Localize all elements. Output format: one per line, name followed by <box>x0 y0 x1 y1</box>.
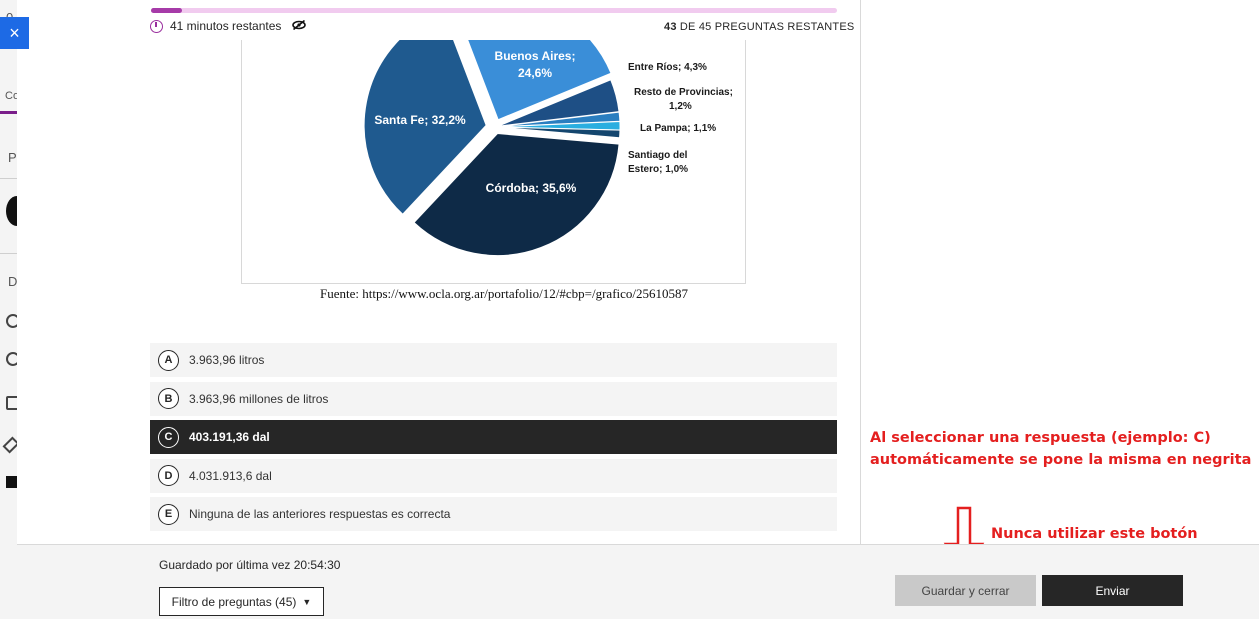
bg-fragment: D <box>8 274 17 289</box>
progress-fill <box>151 8 182 13</box>
assessment-panel: 41 minutos restantes 43 DE 45 PREGUNTAS … <box>17 0 1259 619</box>
pie-slice <box>497 79 620 127</box>
footer-bar: Guardado por última vez 20:54:30 Filtro … <box>17 544 1259 619</box>
answer-option-e[interactable]: E Ninguna de las anteriores respuestas e… <box>150 497 837 532</box>
questions-suffix: DE 45 PREGUNTAS RESTANTES <box>679 21 855 33</box>
label-santa-fe: Santa Fe; 32,2% <box>374 113 466 127</box>
progress-bar <box>151 8 837 13</box>
bg-fragment: P <box>8 150 17 165</box>
pie-slice <box>363 40 487 215</box>
answer-letter: A <box>158 349 179 371</box>
answer-text: 403.191,36 dal <box>189 430 270 445</box>
background-sidebar: 0 Co P D <box>0 0 17 619</box>
annotation-line-1: Al seleccionar una respuesta (ejemplo: C… <box>870 430 1211 446</box>
answer-option-a[interactable]: A 3.963,96 litros <box>150 343 837 377</box>
bg-monitor-icon <box>6 476 17 488</box>
label-resto: Resto de Provincias; <box>634 87 733 98</box>
close-icon: × <box>9 22 20 43</box>
answer-option-c[interactable]: C 403.191,36 dal <box>150 420 837 455</box>
answer-text: 3.963,96 litros <box>189 353 265 367</box>
answer-list: A 3.963,96 litros B 3.963,96 millones de… <box>150 343 837 536</box>
label-entre-rios: Entre Ríos; 4,3% <box>628 62 707 73</box>
questions-count: 43 <box>664 21 677 33</box>
answer-letter: B <box>158 388 179 410</box>
bg-active-bar <box>0 111 17 114</box>
annotation-selection-note: Al seleccionar una respuesta (ejemplo: C… <box>870 427 1251 471</box>
answer-option-d[interactable]: D 4.031.913,6 dal <box>150 458 837 493</box>
label-la-pampa: La Pampa; 1,1% <box>640 123 716 134</box>
eye-hidden-icon[interactable] <box>292 19 307 33</box>
filter-label: Filtro de preguntas (45) <box>171 594 297 609</box>
question-filter-dropdown[interactable]: Filtro de preguntas (45) ▼ <box>159 587 324 616</box>
label-santiago: Santiago del <box>628 150 688 161</box>
answer-letter: E <box>158 503 179 525</box>
bg-pencil-icon <box>2 436 17 454</box>
bg-fragment: Co <box>5 90 17 102</box>
timer-icon <box>150 19 163 33</box>
caret-down-icon: ▼ <box>302 596 312 607</box>
annotation-warning: Nunca utilizar este botón <box>991 526 1198 542</box>
answer-text: Ninguna de las anteriores respuestas es … <box>189 507 451 522</box>
answer-letter: C <box>158 426 179 448</box>
label-resto-pct: 1,2% <box>669 101 692 112</box>
questions-remaining: 43 DE 45 PREGUNTAS RESTANTES <box>664 21 854 33</box>
label-cordoba: Córdoba; 35,6% <box>486 181 577 195</box>
save-and-close-button[interactable]: Guardar y cerrar <box>895 575 1036 606</box>
bg-calendar-icon <box>6 396 17 410</box>
time-remaining-row: 41 minutos restantes <box>150 19 307 33</box>
answer-option-b[interactable]: B 3.963,96 millones de litros <box>150 381 837 416</box>
pie-slice <box>497 126 621 139</box>
pie-chart-frame: Buenos Aires; 24,6% Santa Fe; 32,2% Córd… <box>241 40 746 284</box>
bg-divider <box>0 178 17 179</box>
last-saved-text: Guardado por última vez 20:54:30 <box>159 558 341 572</box>
annotation-line-2: automáticamente se pone la misma en negr… <box>870 452 1252 468</box>
pie-slice <box>413 133 620 257</box>
label-buenos-aires-pct: 24,6% <box>518 66 552 80</box>
bg-check-icon <box>6 352 17 366</box>
bg-avatar <box>6 196 17 226</box>
bg-divider <box>0 253 17 254</box>
bg-user-icon <box>6 314 17 328</box>
pie-chart: Buenos Aires; 24,6% Santa Fe; 32,2% Córd… <box>363 40 733 257</box>
label-buenos-aires: Buenos Aires; <box>495 49 576 63</box>
content-divider <box>860 0 861 544</box>
close-panel-button[interactable]: × <box>0 17 29 49</box>
pie-slice <box>467 40 612 121</box>
chart-source-caption: Fuente: https://www.ocla.org.ar/portafol… <box>320 286 689 301</box>
answer-text: 3.963,96 millones de litros <box>189 391 329 406</box>
label-santiago-pct: Estero; 1,0% <box>628 164 688 175</box>
time-remaining-text: 41 minutos restantes <box>170 19 282 33</box>
submit-button[interactable]: Enviar <box>1042 575 1183 606</box>
answer-letter: D <box>158 465 179 487</box>
answer-text: 4.031.913,6 dal <box>189 468 272 483</box>
